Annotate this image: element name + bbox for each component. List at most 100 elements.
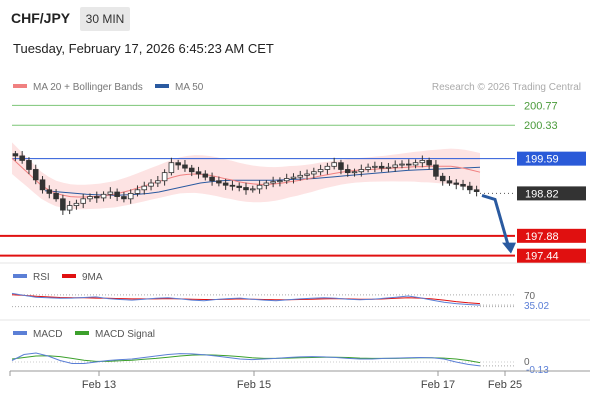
candle-body <box>127 192 134 200</box>
legend-label-macd: MACD <box>33 329 62 340</box>
candle-body <box>222 182 229 186</box>
candle-body <box>39 179 46 191</box>
legend-label-ma50: MA 50 <box>175 82 204 93</box>
candle-body <box>351 171 358 174</box>
rsi-line <box>11 292 481 306</box>
legend-swatch-ma50 <box>155 84 169 88</box>
candle-body <box>460 183 466 187</box>
x-tick-label: Feb 25 <box>488 379 522 391</box>
candle-body <box>385 166 392 169</box>
candle-body <box>148 182 154 187</box>
macd-line <box>11 352 481 367</box>
macd-zero-label: 0 <box>524 357 530 368</box>
last-price-label: 198.82 <box>525 188 559 200</box>
legend-label-rsi: RSI <box>33 272 50 283</box>
candle-body <box>270 181 276 184</box>
candle-body <box>426 160 432 166</box>
level-label-support: 197.44 <box>525 251 559 263</box>
candle-body <box>100 193 107 199</box>
candle-body <box>87 196 93 200</box>
candle-body <box>188 167 195 173</box>
candle-body <box>229 184 236 187</box>
candle-body <box>60 198 66 211</box>
candle-body <box>66 205 73 211</box>
timestamp: Tuesday, February 17, 2026 6:45:23 AM CE… <box>13 41 274 56</box>
candle-body <box>453 182 460 185</box>
legend-swatch-ma20 <box>13 84 27 88</box>
candle-body <box>406 163 412 166</box>
candle-body <box>73 202 80 206</box>
candle-body <box>311 171 317 175</box>
candle-body <box>412 162 419 166</box>
candle-body <box>53 192 59 200</box>
forecast-arrow <box>481 193 510 246</box>
legend-label-ma20: MA 20 + Bollinger Bands <box>33 82 143 93</box>
candle-body <box>467 185 473 191</box>
candle-body <box>26 160 32 170</box>
credit-text: Research © 2026 Trading Central <box>432 82 581 93</box>
candle-body <box>121 196 127 200</box>
legend-swatch-macd-signal <box>75 331 89 335</box>
level-tag-pivot <box>517 151 586 166</box>
interval-button[interactable]: 30 MIN <box>80 7 130 31</box>
candle-body <box>283 178 290 182</box>
candle-body <box>399 163 405 166</box>
candle-body <box>12 153 19 157</box>
candle-body <box>304 173 310 176</box>
candle-body <box>372 165 378 168</box>
candle-body <box>141 185 148 191</box>
candle-body <box>216 180 222 184</box>
candle-body <box>419 160 426 164</box>
candle-body <box>107 191 114 195</box>
candle-body <box>433 164 439 177</box>
level-tag-support <box>517 248 586 263</box>
candle-body <box>114 191 120 197</box>
x-tick-label: Feb 15 <box>237 379 271 391</box>
legend-label-9ma: 9MA <box>82 272 103 283</box>
candle-body <box>209 176 215 182</box>
legend-swatch-macd <box>13 331 27 335</box>
legend-label-macd-signal: MACD Signal <box>95 329 155 340</box>
candle-body <box>297 174 304 178</box>
level-tag-support <box>517 228 586 243</box>
candle-body <box>365 166 371 170</box>
candle-body <box>344 169 351 174</box>
candle-body <box>277 180 283 183</box>
legend-swatch-rsi <box>13 274 27 278</box>
candle-body <box>168 162 175 174</box>
candle-body <box>392 164 398 168</box>
candle-body <box>19 155 25 161</box>
forecast-arrow-head <box>502 242 516 254</box>
candle-body <box>94 196 100 199</box>
candle-body <box>256 184 263 190</box>
level-label-support: 197.88 <box>525 231 559 243</box>
rsi-last-label: 35.02 <box>524 301 549 312</box>
macd-signal-line <box>11 354 481 364</box>
rsi-level-label: 70 <box>524 291 536 302</box>
candle-body <box>202 173 209 178</box>
candle-body <box>80 198 86 204</box>
symbol-title: CHF/JPY <box>11 10 71 26</box>
candle-body <box>378 165 385 169</box>
level-label-resistance: 200.33 <box>524 120 558 132</box>
candle-body <box>155 180 161 184</box>
candle-body <box>182 164 188 169</box>
candle-body <box>250 188 256 191</box>
candle-body <box>32 169 39 181</box>
candle-body <box>263 182 270 186</box>
x-tick-label: Feb 17 <box>421 379 455 391</box>
candle-body <box>161 172 168 182</box>
candle-body <box>439 175 446 182</box>
candle-body <box>358 169 365 173</box>
candle-body <box>243 187 249 191</box>
candle-body <box>236 185 242 188</box>
candle-body <box>331 162 337 167</box>
candle-body <box>473 189 480 192</box>
macd-last-label: -0.13 <box>526 365 549 376</box>
candle-body <box>338 162 344 170</box>
candle-body <box>134 189 141 194</box>
candle-body <box>317 169 324 173</box>
last-price-tag <box>517 186 586 201</box>
